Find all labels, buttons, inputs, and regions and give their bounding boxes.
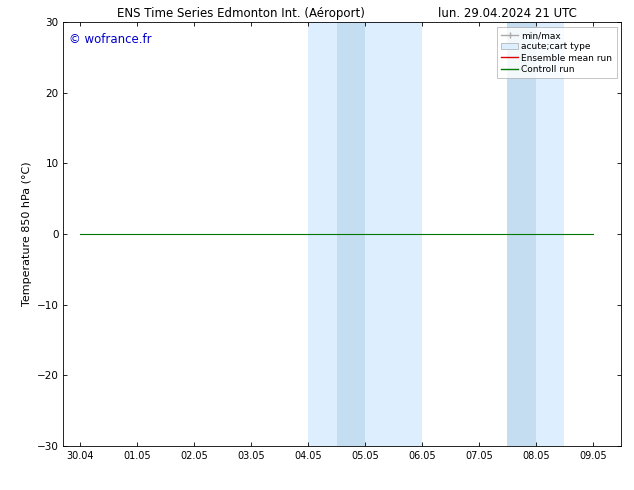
- Legend: min/max, acute;cart type, Ensemble mean run, Controll run: min/max, acute;cart type, Ensemble mean …: [497, 26, 617, 78]
- Y-axis label: Temperature 850 hPa (°C): Temperature 850 hPa (°C): [22, 162, 32, 306]
- Bar: [507, 22, 536, 446]
- Bar: [337, 22, 365, 446]
- Bar: [507, 22, 564, 446]
- Text: © wofrance.fr: © wofrance.fr: [69, 33, 152, 46]
- Text: ENS Time Series Edmonton Int. (Aéroport): ENS Time Series Edmonton Int. (Aéroport): [117, 7, 365, 21]
- Bar: [308, 22, 422, 446]
- Text: lun. 29.04.2024 21 UTC: lun. 29.04.2024 21 UTC: [437, 7, 577, 21]
